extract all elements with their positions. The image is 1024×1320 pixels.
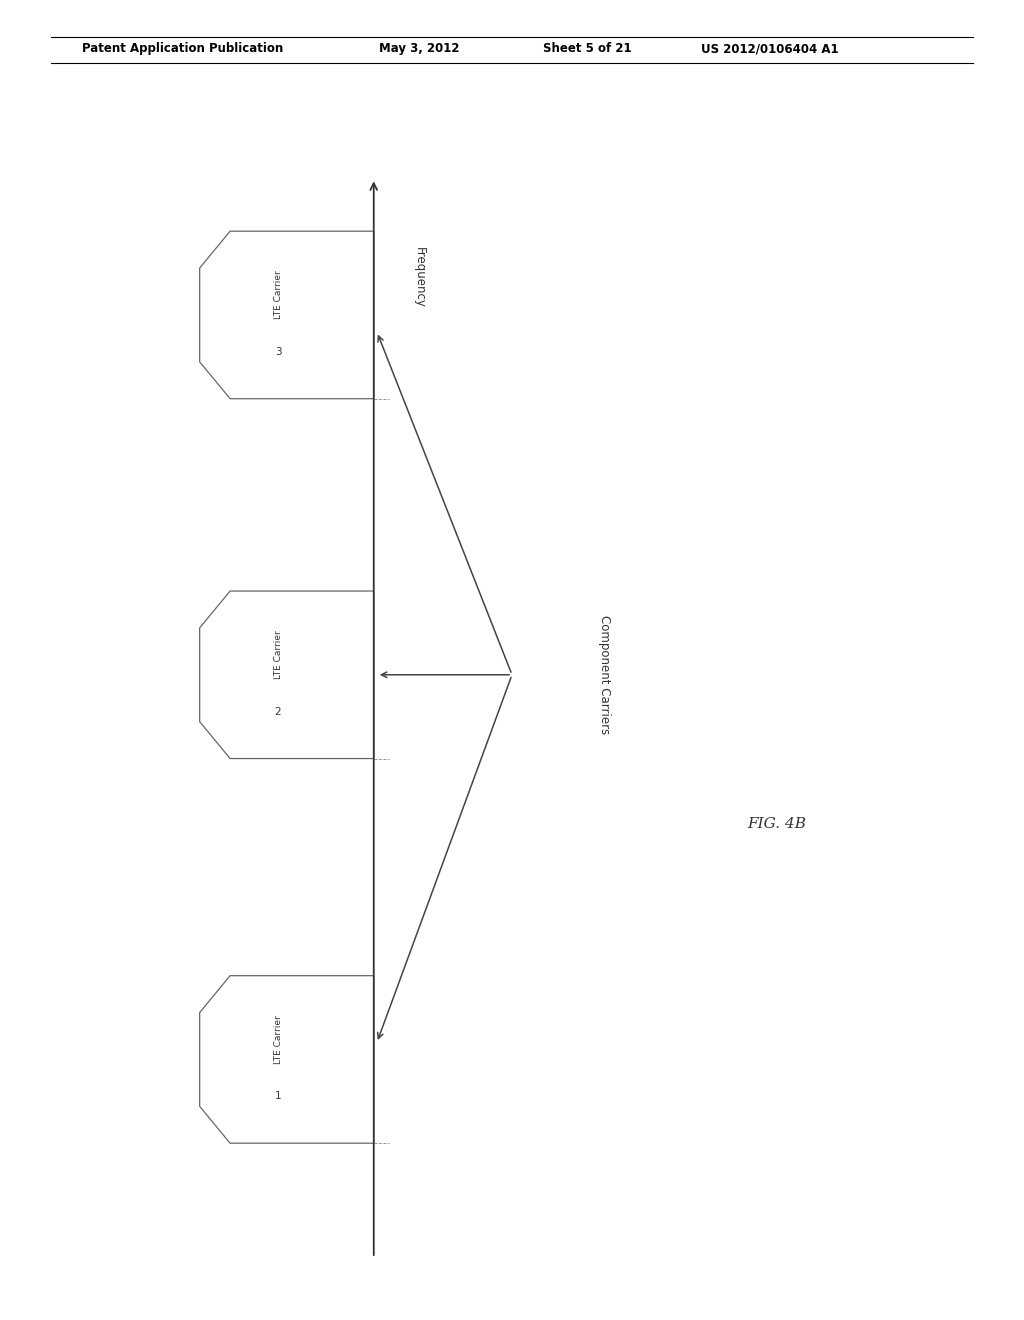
Text: LTE Carrier: LTE Carrier (273, 631, 283, 678)
Text: LTE Carrier: LTE Carrier (273, 1015, 283, 1064)
Text: May 3, 2012: May 3, 2012 (379, 42, 460, 55)
Text: US 2012/0106404 A1: US 2012/0106404 A1 (701, 42, 839, 55)
Text: 2: 2 (274, 706, 282, 717)
Text: Sheet 5 of 21: Sheet 5 of 21 (543, 42, 632, 55)
Text: FIG. 4B: FIG. 4B (748, 817, 807, 830)
Text: Frequency: Frequency (414, 247, 426, 308)
Text: 1: 1 (274, 1092, 282, 1101)
Text: Component Carriers: Component Carriers (598, 615, 610, 734)
Text: 3: 3 (274, 347, 282, 356)
Text: LTE Carrier: LTE Carrier (273, 271, 283, 319)
Text: Patent Application Publication: Patent Application Publication (82, 42, 284, 55)
